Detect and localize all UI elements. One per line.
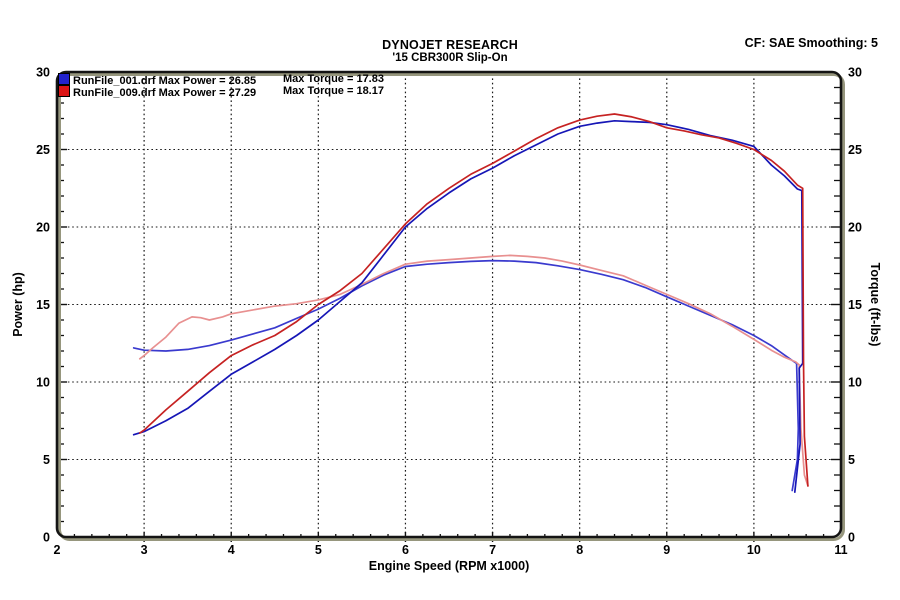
series-curve bbox=[138, 254, 809, 487]
chart-subtitle: '15 CBR300R Slip-On bbox=[392, 52, 508, 64]
x-tick-label: 11 bbox=[834, 543, 847, 557]
legend-max-power: Max Power = 26.85 bbox=[158, 75, 257, 87]
legend-max-torque: Max Torque = 18.17 bbox=[283, 85, 384, 97]
x-tick-label: 10 bbox=[747, 543, 761, 557]
y-tick-label-right: 20 bbox=[848, 221, 862, 235]
legend-max-power: Max Power = 27.29 bbox=[158, 87, 257, 99]
legend-max-torque: Max Torque = 17.83 bbox=[283, 73, 384, 85]
y-tick-label-left: 0 bbox=[43, 531, 50, 545]
legend-swatch-run-009 bbox=[58, 85, 70, 97]
correction-smoothing-label: CF: SAE Smoothing: 5 bbox=[744, 36, 878, 50]
series-curve bbox=[132, 119, 804, 493]
y-axis-title-right: Torque (ft-lbs) bbox=[868, 263, 882, 347]
x-tick-label: 6 bbox=[402, 543, 409, 557]
x-tick-label: 4 bbox=[228, 543, 235, 557]
x-tick-label: 9 bbox=[663, 543, 670, 557]
y-tick-label-left: 30 bbox=[36, 66, 50, 80]
x-tick-label: 3 bbox=[141, 543, 148, 557]
legend-run-009: RunFile_009.drf Max Power = 27.29 Max Tor… bbox=[58, 85, 384, 99]
legend-swatch-run-001 bbox=[58, 73, 70, 85]
legend-run-001: RunFile_001.drf Max Power = 26.85 Max Tor… bbox=[58, 73, 384, 87]
y-tick-label-right: 25 bbox=[848, 143, 862, 157]
series-curve bbox=[138, 113, 809, 487]
y-tick-label-left: 10 bbox=[36, 376, 50, 390]
y-tick-label-left: 25 bbox=[36, 143, 50, 157]
plot-frame-shadow bbox=[58, 73, 845, 541]
plot-background bbox=[57, 72, 841, 537]
y-tick-label-left: 20 bbox=[36, 221, 50, 235]
y-tick-label-right: 0 bbox=[848, 531, 855, 545]
y-tick-label-left: 15 bbox=[36, 298, 50, 312]
y-tick-label-left: 5 bbox=[43, 453, 50, 467]
y-tick-label-right: 30 bbox=[848, 66, 862, 80]
y-tick-label-right: 10 bbox=[848, 376, 862, 390]
legend-file-name: RunFile_009.drf bbox=[73, 87, 156, 99]
y-tick-label-right: 5 bbox=[848, 453, 855, 467]
y-axis-title-left: Power (hp) bbox=[11, 272, 25, 337]
x-tick-label: 7 bbox=[489, 543, 496, 557]
legend-file-name: RunFile_001.drf bbox=[73, 75, 156, 87]
x-tick-label: 2 bbox=[54, 543, 61, 557]
x-tick-label: 8 bbox=[576, 543, 583, 557]
x-tick-label: 5 bbox=[315, 543, 322, 557]
x-axis-title: Engine Speed (RPM x1000) bbox=[369, 559, 529, 573]
series-curve bbox=[132, 259, 800, 492]
y-tick-label-right: 15 bbox=[848, 298, 862, 312]
page-title: DYNOJET RESEARCH bbox=[382, 38, 518, 52]
plot-frame bbox=[55, 70, 843, 539]
